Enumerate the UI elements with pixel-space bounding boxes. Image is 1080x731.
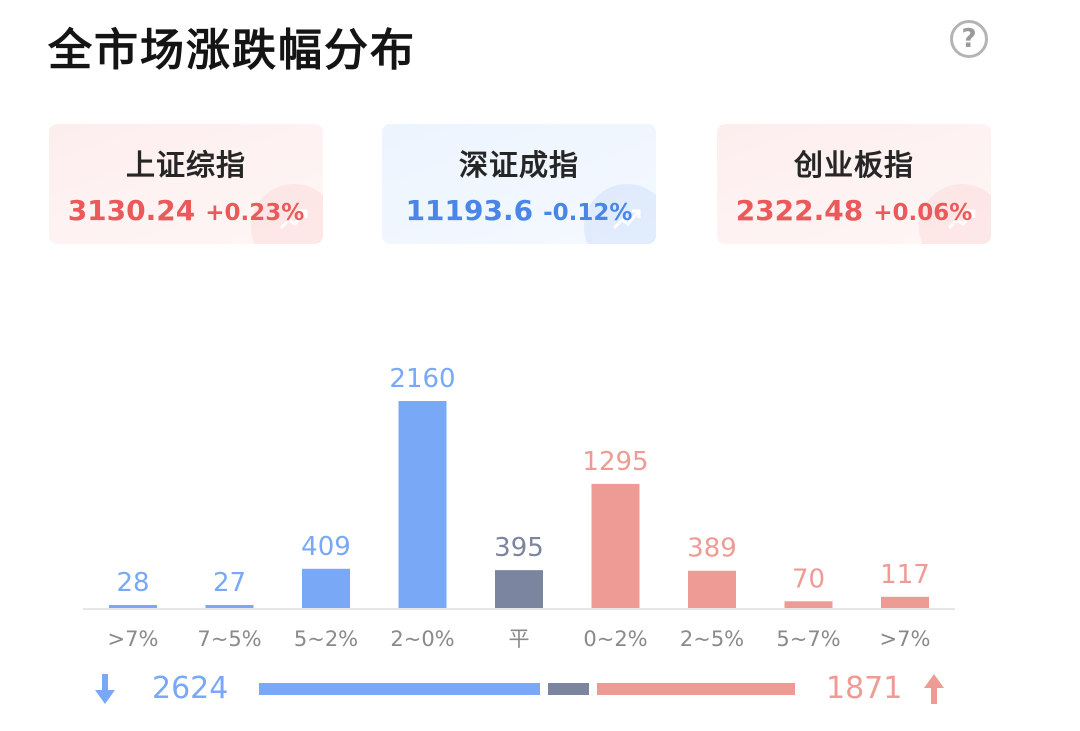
index-price: 2322.48 (735, 194, 864, 227)
tick-label: >7% (108, 627, 159, 651)
tick-label: >7% (880, 627, 931, 651)
index-price: 11193.6 (405, 194, 534, 227)
trend-chart-icon (947, 209, 976, 230)
bar[interactable] (495, 570, 543, 608)
data-label: 117 (880, 560, 930, 590)
page-title: 全市场涨跌幅分布 (48, 25, 416, 76)
bar[interactable] (688, 570, 736, 608)
data-label: 409 (301, 532, 351, 562)
bar[interactable] (398, 401, 447, 608)
up-share-bar (597, 683, 795, 695)
down-count: 2624 (152, 671, 229, 706)
trend-chart-icon (612, 209, 641, 230)
help-icon[interactable]: ? (950, 20, 988, 58)
tick-label: 2~0% (390, 627, 454, 651)
index-card-chinext[interactable]: 创业板指 2322.48 +0.06% (717, 124, 991, 244)
arrow-down-icon (95, 674, 115, 704)
tick-label: 0~2% (583, 627, 647, 651)
flat-share-bar (547, 683, 590, 695)
down-share-bar (259, 683, 540, 695)
index-price: 3130.24 (67, 194, 196, 227)
bar[interactable] (881, 596, 929, 608)
arrow-up-icon (924, 674, 944, 704)
tick-label: 7~5% (197, 627, 261, 651)
tick-label: 平 (509, 627, 530, 651)
index-card-shanghai[interactable]: 上证综指 3130.24 +0.23% (49, 124, 323, 244)
bar[interactable] (784, 601, 833, 608)
data-label: 28 (116, 568, 149, 598)
data-label: 27 (213, 568, 246, 598)
tick-label: 5~2% (294, 627, 358, 651)
data-label: 1295 (582, 447, 648, 477)
tick-label: 5~7% (776, 627, 840, 651)
data-label: 70 (792, 564, 825, 594)
bar[interactable] (109, 605, 157, 608)
distribution-bar-chart: 28 >7% 27 7~5% 409 5~2% 2160 2~0% 395 平 1295 0~2% 38… (83, 364, 955, 651)
index-change: +0.23% (205, 200, 305, 226)
index-change: +0.06% (873, 200, 973, 226)
trend-chart-icon (279, 209, 308, 230)
tick-label: 2~5% (680, 627, 744, 651)
data-label: 389 (687, 534, 737, 564)
bar[interactable] (591, 483, 640, 608)
bar[interactable] (302, 568, 350, 608)
index-card-shenzhen[interactable]: 深证成指 11193.6 -0.12% (382, 124, 656, 244)
bar[interactable] (205, 605, 254, 608)
up-count: 1871 (826, 671, 903, 706)
index-name: 创业板指 (793, 148, 914, 182)
data-label: 395 (494, 533, 544, 563)
index-name: 上证综指 (125, 148, 246, 182)
data-label: 2160 (389, 364, 455, 394)
index-change: -0.12% (543, 200, 633, 226)
index-name: 深证成指 (458, 148, 579, 182)
